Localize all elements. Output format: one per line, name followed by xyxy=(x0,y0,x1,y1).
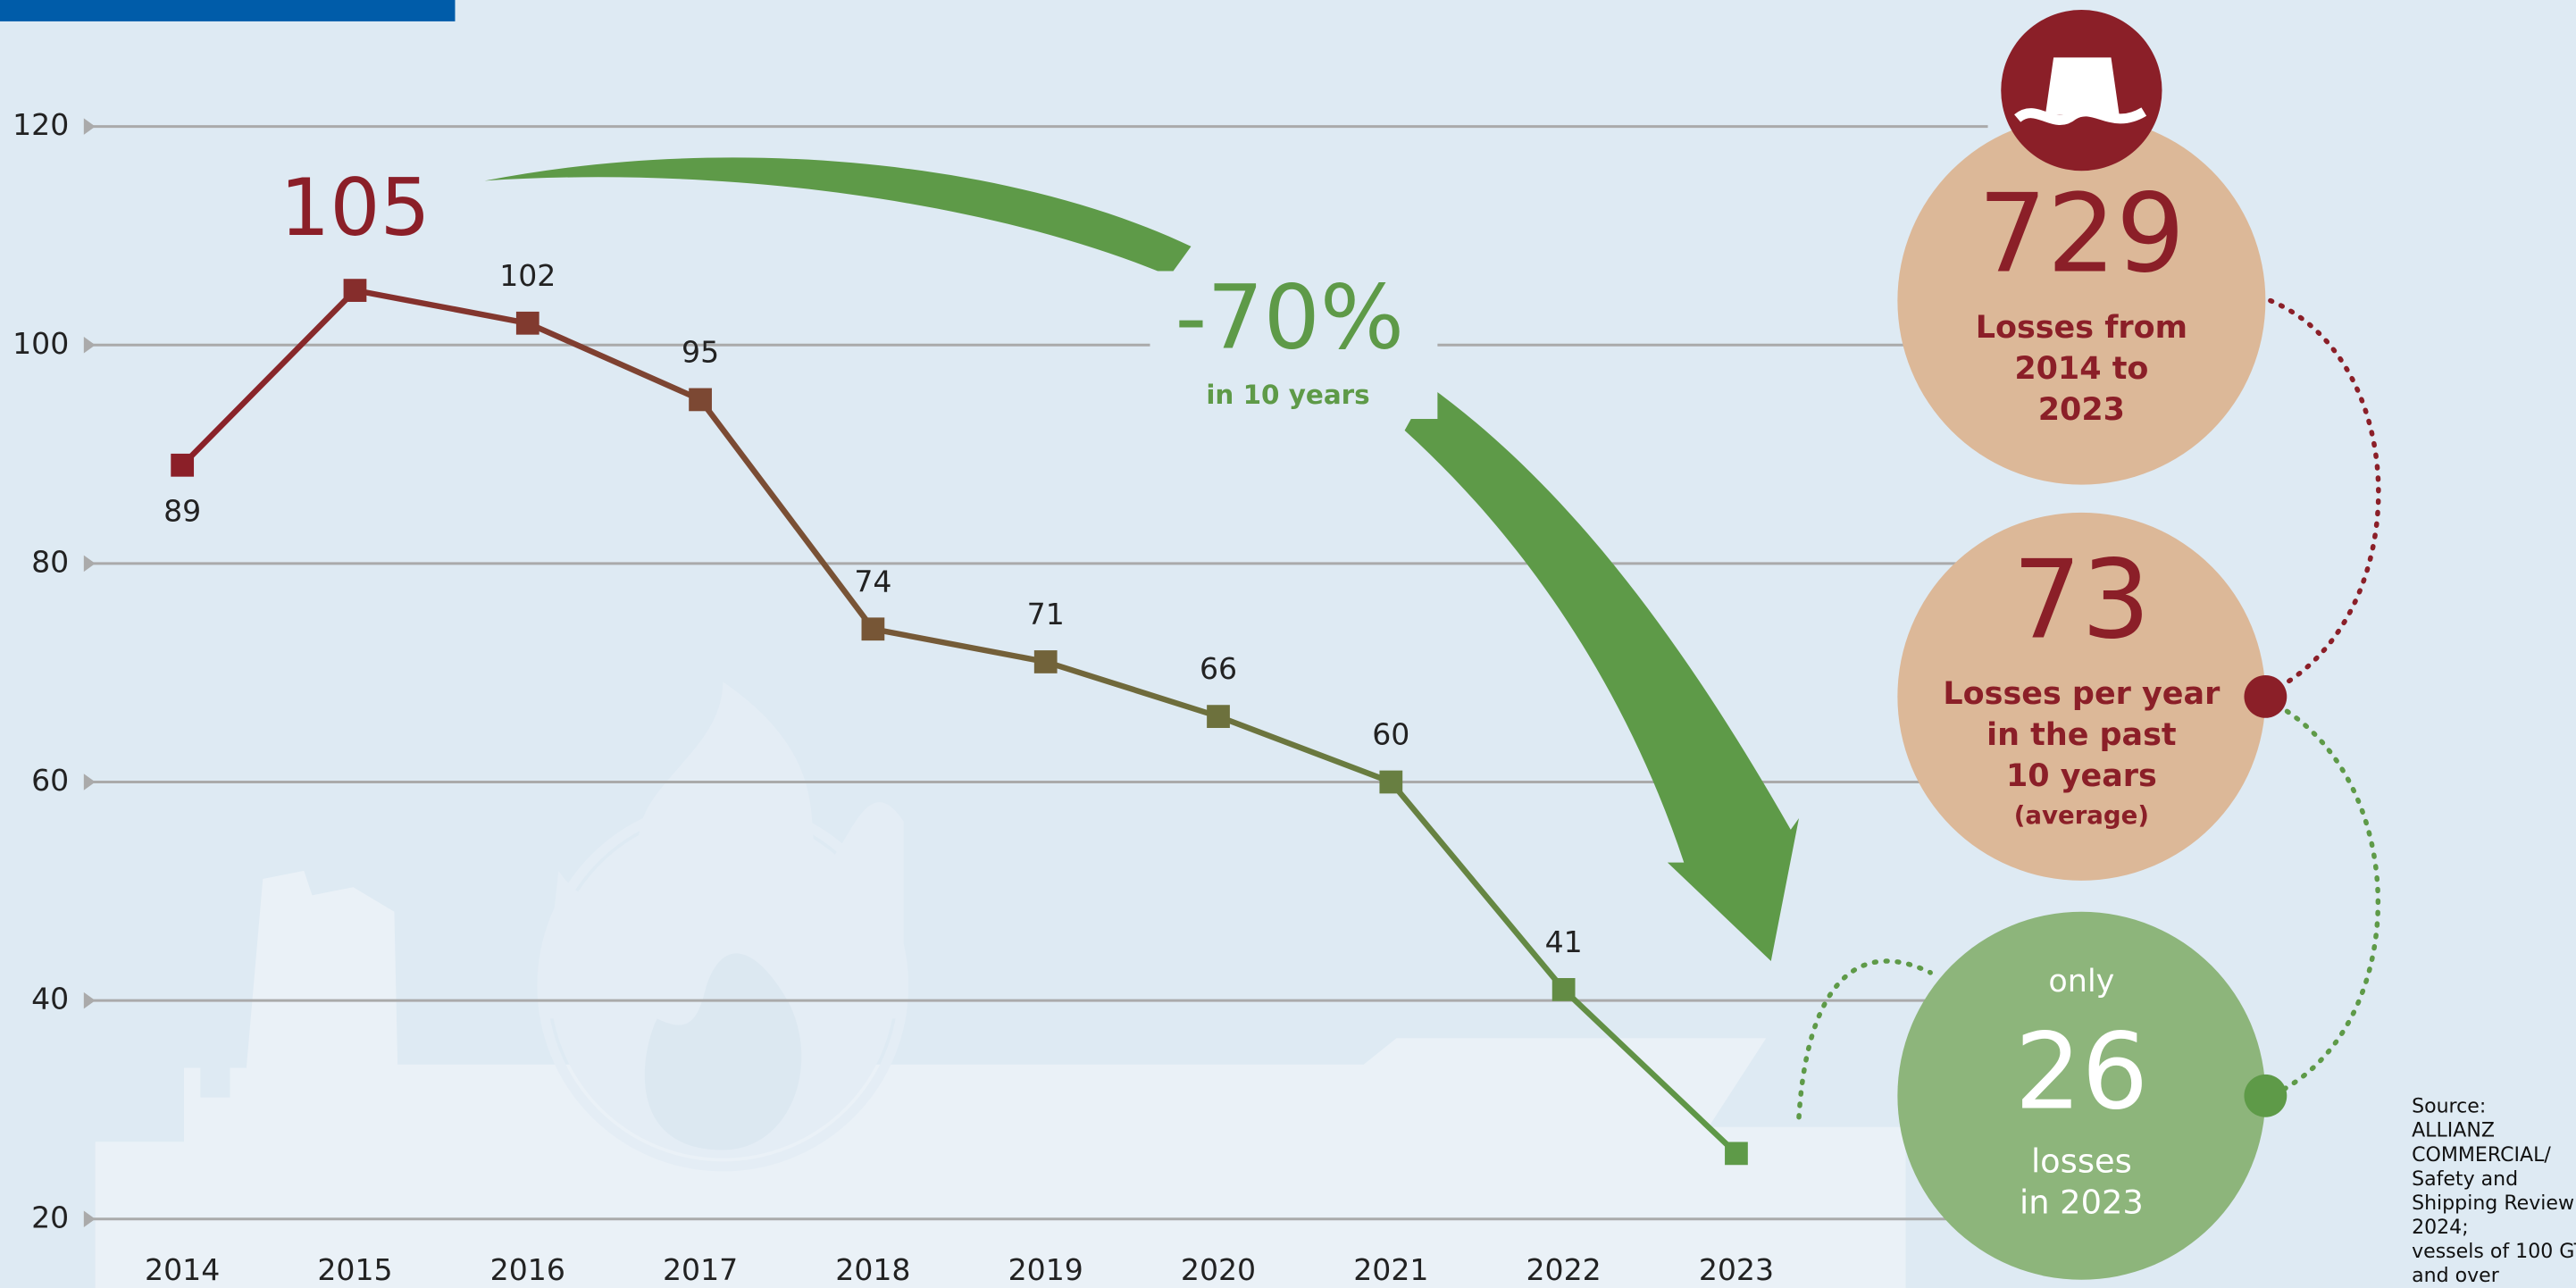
point xyxy=(343,279,367,302)
y-tick-label: 100 xyxy=(13,326,69,361)
tick-mark xyxy=(83,337,96,354)
x-tick-label: 2015 xyxy=(317,1252,392,1287)
point xyxy=(1379,770,1403,794)
x-tick-label: 2018 xyxy=(835,1252,910,1287)
tick-mark xyxy=(83,555,96,573)
stat-text: in 2023 xyxy=(2020,1183,2144,1222)
data-label: 66 xyxy=(1200,651,1237,686)
header-bar xyxy=(0,0,456,21)
y-tick-label: 80 xyxy=(31,544,69,579)
stat-circle xyxy=(1897,512,2266,881)
point xyxy=(515,311,539,335)
point xyxy=(689,388,712,412)
x-tick-label: 2016 xyxy=(490,1252,565,1287)
source-line: and over xyxy=(2412,1265,2500,1287)
point xyxy=(861,617,885,641)
trend-arrow-top xyxy=(484,157,1192,276)
y-tick-label: 40 xyxy=(31,982,69,1016)
point xyxy=(1207,705,1230,728)
data-label: 89 xyxy=(163,494,201,529)
source-line: ALLIANZ xyxy=(2412,1120,2495,1142)
tick-mark xyxy=(83,118,96,135)
x-tick-label: 2022 xyxy=(1526,1252,1602,1287)
y-tick-label: 20 xyxy=(31,1200,69,1234)
connector xyxy=(2264,697,2381,1100)
x-tick-label: 2021 xyxy=(1353,1252,1428,1287)
tick-mark xyxy=(83,774,96,790)
point xyxy=(171,453,195,477)
connector xyxy=(1796,958,1933,1120)
series-line xyxy=(180,287,1739,1156)
connector-dot xyxy=(2244,674,2287,718)
source-line: COMMERCIAL/ xyxy=(2412,1144,2551,1167)
stat-text: 2023 xyxy=(2038,392,2125,428)
annotation-bg xyxy=(1150,271,1438,420)
x-tick-label: 2017 xyxy=(663,1252,738,1287)
data-label: 71 xyxy=(1027,597,1065,631)
change-label: -70% xyxy=(1175,267,1405,370)
change-note: in 10 years xyxy=(1206,380,1369,410)
source-line: Safety and xyxy=(2412,1168,2518,1191)
data-label: 74 xyxy=(854,564,891,598)
x-tick-label: 2019 xyxy=(1008,1252,1083,1287)
stat-prefix: only xyxy=(2048,964,2114,999)
ship-silhouette xyxy=(95,870,1906,1288)
x-tick-label: 2023 xyxy=(1699,1252,1774,1287)
source-line: Shipping Review xyxy=(2412,1192,2574,1215)
x-tick-label: 2020 xyxy=(1181,1252,1256,1287)
data-label: 60 xyxy=(1372,717,1409,752)
stat-text: Losses per year xyxy=(1943,676,2221,712)
source-line: vessels of 100 GT xyxy=(2412,1241,2576,1263)
stat-value: 73 xyxy=(2012,537,2150,664)
data-label: 95 xyxy=(682,334,719,369)
stat-circle xyxy=(1897,911,2266,1280)
data-label-highlight: 105 xyxy=(280,162,430,254)
stat-text: losses xyxy=(2031,1142,2132,1181)
data-label: 41 xyxy=(1545,924,1583,959)
tick-mark xyxy=(83,991,96,1009)
x-tick-label: 2014 xyxy=(145,1252,220,1287)
stat-value: 729 xyxy=(1978,171,2186,297)
connector-dot xyxy=(2244,1074,2287,1117)
data-label: 102 xyxy=(499,258,556,293)
point xyxy=(1725,1142,1748,1166)
ship-icon xyxy=(2001,10,2162,171)
point xyxy=(1033,650,1058,673)
stat-text: 2014 to xyxy=(2014,351,2148,387)
stat-text: Losses from xyxy=(1976,310,2187,346)
stat-value: 26 xyxy=(2014,1011,2148,1133)
stat-text: 10 years xyxy=(2006,758,2157,794)
stat-circle xyxy=(1897,116,2266,485)
source-line: Source: xyxy=(2412,1096,2486,1118)
flame-icon xyxy=(537,682,909,1172)
trend-arrow-bottom xyxy=(1404,386,1800,961)
tick-mark xyxy=(83,1210,96,1227)
stat-text: in the past xyxy=(1986,717,2177,753)
source-line: 2024; xyxy=(2412,1217,2469,1239)
y-tick-label: 120 xyxy=(13,107,69,142)
stat-note: (average) xyxy=(2014,800,2149,830)
y-tick-label: 60 xyxy=(31,763,69,798)
point xyxy=(1551,978,1576,1001)
